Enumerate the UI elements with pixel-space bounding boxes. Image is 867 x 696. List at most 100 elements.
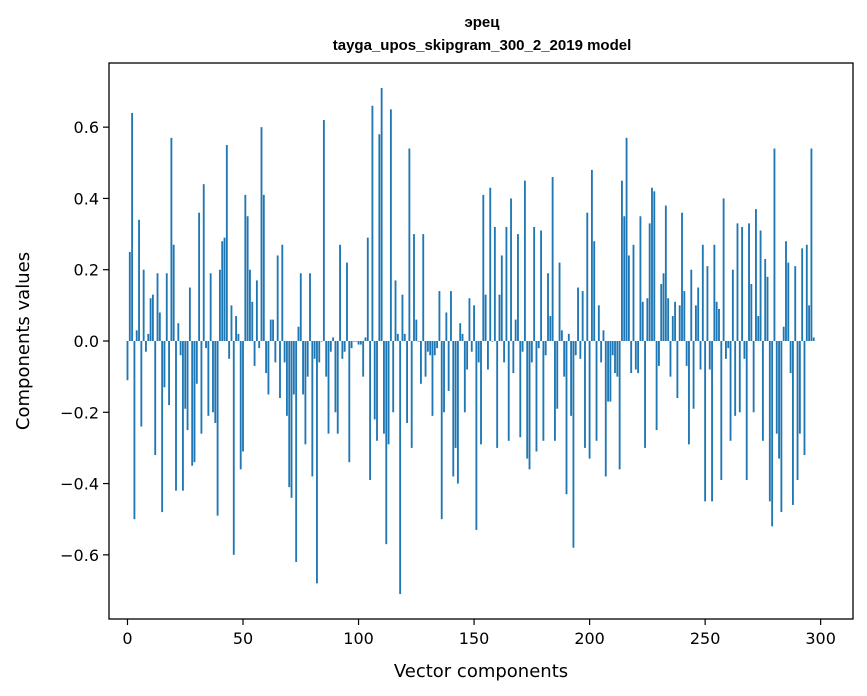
bar-163 xyxy=(503,341,506,363)
bar-170 xyxy=(519,341,522,438)
bar-190 xyxy=(565,341,568,495)
bar-6 xyxy=(140,341,143,427)
bar-20 xyxy=(172,244,175,341)
bar-247 xyxy=(697,287,700,341)
bar-250 xyxy=(704,341,707,502)
bar-169 xyxy=(517,234,519,341)
bar-269 xyxy=(748,223,750,341)
bar-155 xyxy=(484,294,487,341)
bar-237 xyxy=(674,301,677,341)
bar-294 xyxy=(805,244,808,341)
bar-221 xyxy=(637,341,640,374)
bar-159 xyxy=(493,226,496,341)
bar-178 xyxy=(537,341,540,349)
bar-238 xyxy=(676,341,679,399)
bar-156 xyxy=(487,341,489,370)
bar-263 xyxy=(734,341,737,416)
bar-277 xyxy=(766,276,769,341)
bar-127 xyxy=(420,341,422,384)
bar-126 xyxy=(417,341,420,342)
bar-28 xyxy=(191,341,194,466)
bar-95 xyxy=(346,262,348,341)
bar-239 xyxy=(678,305,681,341)
bar-152 xyxy=(477,341,480,363)
x-tick-label-6: 300 xyxy=(805,629,836,648)
bar-209 xyxy=(609,341,612,402)
bar-29 xyxy=(193,341,196,463)
bar-185 xyxy=(554,341,556,441)
bar-208 xyxy=(607,341,610,402)
bar-210 xyxy=(611,341,614,356)
bar-211 xyxy=(614,341,616,374)
bar-92 xyxy=(339,244,341,341)
bar-88 xyxy=(329,341,332,352)
bar-13 xyxy=(156,273,159,341)
bar-63 xyxy=(272,319,274,341)
bar-291 xyxy=(798,341,801,434)
bar-228 xyxy=(653,191,656,341)
bar-123 xyxy=(410,341,413,448)
bar-114 xyxy=(389,109,392,341)
bar-31 xyxy=(198,212,201,341)
bar-252 xyxy=(708,341,711,370)
bar-285 xyxy=(785,241,787,341)
bar-54 xyxy=(251,301,254,341)
bar-121 xyxy=(406,341,408,423)
bar-199 xyxy=(586,212,589,341)
y-tick-label-3: 0.0 xyxy=(74,332,99,351)
bar-84 xyxy=(320,341,323,342)
bar-115 xyxy=(392,341,395,413)
bar-151 xyxy=(475,341,478,530)
bar-75 xyxy=(299,273,302,341)
bar-40 xyxy=(218,269,221,341)
bar-67 xyxy=(281,244,284,341)
bar-225 xyxy=(646,298,649,341)
bar-82 xyxy=(316,341,318,584)
bar-68 xyxy=(283,341,286,363)
bar-205 xyxy=(600,341,603,363)
bar-213 xyxy=(618,341,621,470)
bar-19 xyxy=(170,137,173,341)
bar-46 xyxy=(232,341,235,555)
bar-146 xyxy=(463,341,466,413)
bar-251 xyxy=(706,266,709,341)
bar-3 xyxy=(133,341,136,520)
bar-242 xyxy=(685,341,688,366)
bar-51 xyxy=(244,194,247,341)
bar-144 xyxy=(459,323,462,341)
y-tick-label-2: −0.2 xyxy=(60,403,99,422)
bar-203 xyxy=(595,341,598,441)
bar-98 xyxy=(353,341,355,342)
bar-148 xyxy=(468,298,471,341)
bar-153 xyxy=(480,341,482,445)
x-tick-label-4: 200 xyxy=(574,629,605,648)
bar-66 xyxy=(279,341,281,399)
bar-81 xyxy=(313,341,316,359)
bar-145 xyxy=(461,333,464,341)
y-tick-label-0: −0.6 xyxy=(60,546,99,565)
bar-74 xyxy=(297,326,300,341)
bar-288 xyxy=(792,341,794,505)
chart-title: эрец xyxy=(464,14,500,31)
bar-275 xyxy=(761,341,764,441)
bar-296 xyxy=(810,148,813,341)
bar-273 xyxy=(757,316,760,341)
bar-100 xyxy=(357,341,360,345)
bar-17 xyxy=(165,273,168,341)
bar-59 xyxy=(262,194,265,341)
bar-220 xyxy=(634,341,637,370)
bar-264 xyxy=(736,223,739,341)
bar-36 xyxy=(209,273,212,341)
bar-83 xyxy=(318,341,321,363)
bar-112 xyxy=(385,341,388,545)
bar-101 xyxy=(359,341,362,345)
bar-141 xyxy=(452,341,455,477)
bar-111 xyxy=(383,341,385,434)
bar-196 xyxy=(579,341,582,359)
bar-24 xyxy=(182,341,184,491)
bar-227 xyxy=(651,187,653,341)
bar-189 xyxy=(563,341,566,377)
bar-186 xyxy=(556,341,559,409)
bar-91 xyxy=(336,341,339,434)
bar-187 xyxy=(558,262,561,341)
